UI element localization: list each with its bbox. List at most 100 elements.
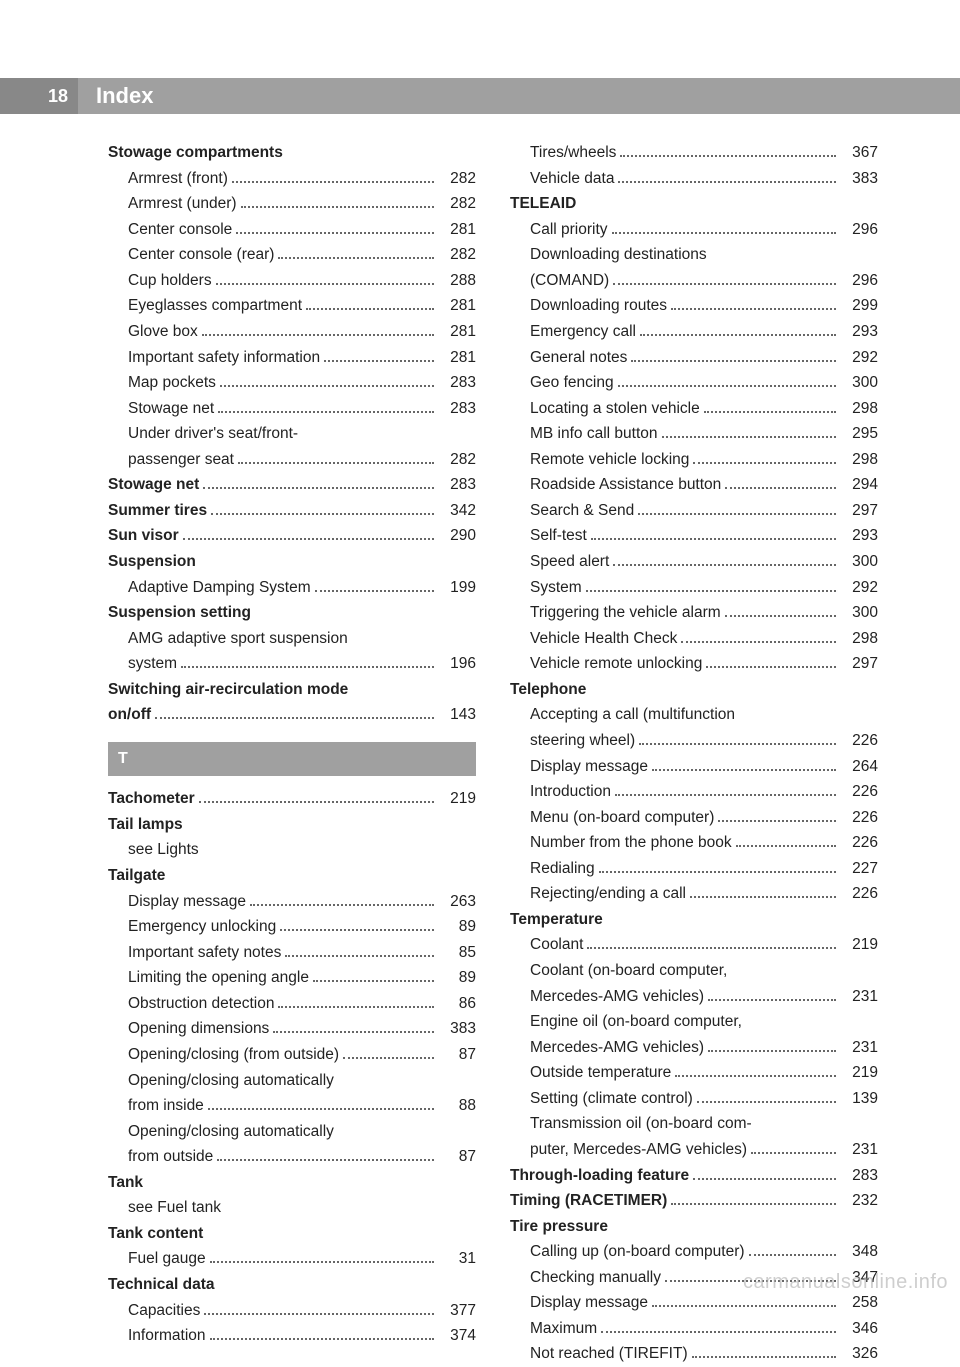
index-entry: Opening/closing automatically — [108, 1068, 476, 1094]
index-entry: MB info call button295 — [510, 421, 878, 447]
index-entry: Coolant219 — [510, 932, 878, 958]
entry-page: 281 — [438, 345, 476, 371]
entry-page: 31 — [438, 1246, 476, 1272]
index-entry: AMG adaptive sport suspension — [108, 626, 476, 652]
entry-label: from inside — [108, 1093, 204, 1119]
entry-page: 227 — [840, 856, 878, 882]
right-column: Tires/wheels367Vehicle data383TELEAIDCal… — [510, 140, 878, 1367]
entry-label: Outside temperature — [510, 1060, 671, 1086]
dot-leader — [693, 1166, 836, 1180]
page-number: 18 — [0, 78, 78, 114]
entry-page: 346 — [840, 1316, 878, 1342]
entry-label: Geo fencing — [510, 370, 614, 396]
entry-page: 290 — [438, 523, 476, 549]
dot-leader — [639, 731, 836, 745]
entry-label: Opening/closing automatically — [108, 1119, 334, 1145]
dot-leader — [638, 501, 836, 515]
entry-label: Coolant (on-board computer, — [510, 958, 727, 984]
dot-leader — [751, 1140, 836, 1154]
entry-page: 89 — [438, 914, 476, 940]
entry-page: 282 — [438, 166, 476, 192]
index-entry: Calling up (on-board computer)348 — [510, 1239, 878, 1265]
entry-page: 294 — [840, 472, 878, 498]
entry-page: 282 — [438, 242, 476, 268]
dot-leader — [620, 143, 836, 157]
index-entry: Map pockets283 — [108, 370, 476, 396]
index-entry: General notes292 — [510, 345, 878, 371]
entry-label: Self-test — [510, 523, 587, 549]
index-entry: Tires/wheels367 — [510, 140, 878, 166]
dot-leader — [671, 1191, 836, 1205]
dot-leader — [690, 884, 836, 898]
index-entry: Obstruction detection86 — [108, 991, 476, 1017]
index-entry: Armrest (under)282 — [108, 191, 476, 217]
entry-label: Armrest (under) — [108, 191, 237, 217]
entry-page: 87 — [438, 1042, 476, 1068]
entry-label: Switching air-recirculation mode — [108, 677, 348, 703]
entry-label: Center console (rear) — [108, 242, 274, 268]
entry-page: 377 — [438, 1298, 476, 1324]
entry-page: 283 — [438, 370, 476, 396]
dot-leader — [241, 194, 434, 208]
dot-leader — [278, 245, 434, 259]
dot-leader — [203, 475, 434, 489]
entry-label: Limiting the opening angle — [108, 965, 309, 991]
dot-leader — [220, 373, 434, 387]
index-entry: Important safety information281 — [108, 345, 476, 371]
entry-label: Triggering the vehicle alarm — [510, 600, 721, 626]
dot-leader — [217, 1147, 434, 1161]
index-entry: Stowage net283 — [108, 472, 476, 498]
entry-page: 231 — [840, 984, 878, 1010]
index-entry: Mercedes-AMG vehicles)231 — [510, 984, 878, 1010]
entry-label: Glove box — [108, 319, 198, 345]
dot-leader — [181, 654, 434, 668]
entry-label: Accepting a call (multifunction — [510, 702, 735, 728]
entry-label: Stowage compartments — [108, 140, 283, 166]
dot-leader — [210, 1250, 434, 1264]
dot-leader — [601, 1319, 836, 1333]
index-content: Stowage compartmentsArmrest (front)282Ar… — [108, 140, 878, 1367]
index-entry: Geo fencing 300 — [510, 370, 878, 396]
entry-label: passenger seat — [108, 447, 234, 473]
entry-page: 300 — [840, 370, 878, 396]
entry-label: Number from the phone book — [510, 830, 732, 856]
dot-leader — [250, 892, 434, 906]
entry-page: 293 — [840, 319, 878, 345]
index-entry: Tachometer219 — [108, 786, 476, 812]
entry-page: 348 — [840, 1239, 878, 1265]
dot-leader — [278, 994, 434, 1008]
entry-label: Stowage net — [108, 472, 199, 498]
entry-page: 199 — [438, 575, 476, 601]
index-entry: Rejecting/ending a call226 — [510, 881, 878, 907]
entry-page: 258 — [840, 1290, 878, 1316]
dot-leader — [210, 1326, 434, 1340]
entry-label: Timing (RACETIMER) — [510, 1188, 667, 1214]
index-entry: Tire pressure — [510, 1214, 878, 1240]
watermark: carmanualsonline.info — [743, 1271, 948, 1294]
index-entry: Locating a stolen vehicle298 — [510, 396, 878, 422]
entry-label: Adaptive Damping System — [108, 575, 311, 601]
entry-label: Opening/closing automatically — [108, 1068, 334, 1094]
entry-page: 293 — [840, 523, 878, 549]
index-entry: Cup holders288 — [108, 268, 476, 294]
index-entry: Opening/closing (from outside)87 — [108, 1042, 476, 1068]
index-entry: Redialing227 — [510, 856, 878, 882]
entry-page: 231 — [840, 1137, 878, 1163]
entry-label: Tailgate — [108, 863, 165, 889]
entry-label: see Lights — [108, 837, 199, 863]
index-entry: Engine oil (on-board computer, — [510, 1009, 878, 1035]
entry-label: Mercedes-AMG vehicles) — [510, 1035, 704, 1061]
entry-page: 383 — [840, 166, 878, 192]
index-entry: Suspension — [108, 549, 476, 575]
dot-leader — [704, 399, 836, 413]
entry-page: 342 — [438, 498, 476, 524]
dot-leader — [662, 424, 836, 438]
entry-page: 283 — [840, 1163, 878, 1189]
entry-page: 296 — [840, 268, 878, 294]
index-entry: Through-loading feature283 — [510, 1163, 878, 1189]
dot-leader — [725, 603, 836, 617]
entry-label: Technical data — [108, 1272, 215, 1298]
entry-label: Summer tires — [108, 498, 207, 524]
left-column: Stowage compartmentsArmrest (front)282Ar… — [108, 140, 476, 1367]
index-entry: Glove box281 — [108, 319, 476, 345]
